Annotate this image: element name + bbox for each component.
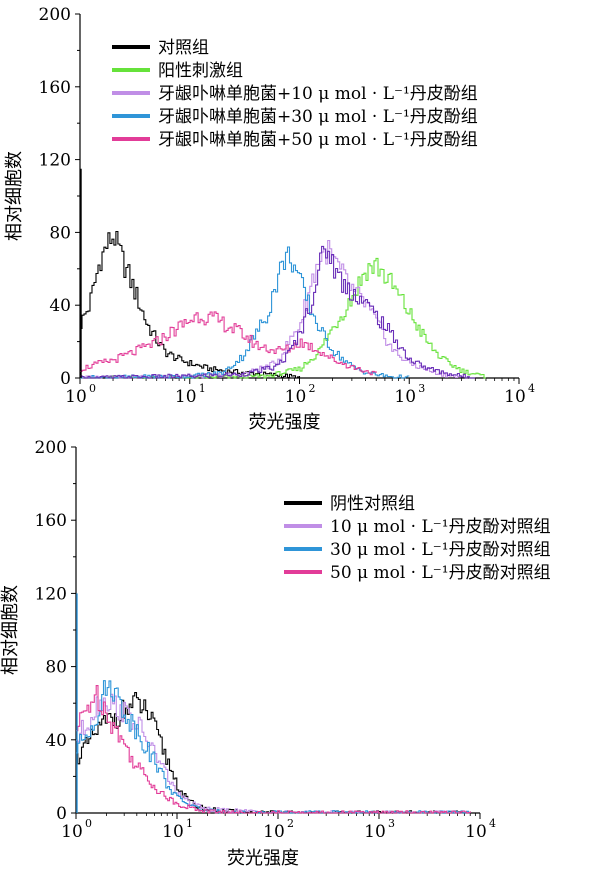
bottom-x-tick-label: 10 bbox=[263, 822, 285, 842]
bottom-y-axis-label: 相对细胞数 bbox=[0, 585, 21, 675]
bottom-x-tick-exponent: 4 bbox=[489, 817, 496, 830]
top-x-tick-exponent: 0 bbox=[89, 382, 96, 395]
top-x-tick-exponent: 1 bbox=[199, 382, 206, 395]
top-y-axis-label: 相对细胞数 bbox=[4, 151, 25, 241]
top-legend-label: 对照组 bbox=[158, 38, 209, 58]
top-series-line bbox=[80, 245, 476, 379]
bottom-legend: 阴性对照组 10 μ mol · L⁻¹丹皮酚对照组 30 μ mol · L⁻¹丹… bbox=[284, 494, 551, 583]
bottom-x-tick-exponent: 0 bbox=[85, 817, 92, 830]
bottom-legend-label: 阴性对照组 bbox=[330, 494, 415, 514]
top-y-tick-label: 200 bbox=[39, 5, 71, 25]
top-x-tick-label: 10 bbox=[175, 387, 197, 407]
top-series-line bbox=[80, 239, 463, 379]
top-x-tick-exponent: 3 bbox=[418, 382, 425, 395]
top-series-line bbox=[80, 230, 301, 379]
bottom-legend-label: 10 μ mol · L⁻¹丹皮酚对照组 bbox=[330, 517, 551, 537]
bottom-y-tick-label: 80 bbox=[45, 658, 67, 678]
top-x-tick-label: 10 bbox=[504, 387, 526, 407]
top-y-tick-label: 40 bbox=[49, 296, 71, 316]
top-x-tick-exponent: 2 bbox=[309, 382, 316, 395]
bottom-y-tick-label: 120 bbox=[35, 584, 67, 604]
top-y-tick-label: 80 bbox=[49, 223, 71, 243]
top-y-tick-label: 0 bbox=[60, 369, 71, 389]
bottom-x-tick-exponent: 1 bbox=[186, 817, 193, 830]
bottom-x-tick-label: 10 bbox=[465, 822, 487, 842]
bottom-y-tick-label: 0 bbox=[56, 804, 67, 824]
bottom-x-tick-label: 10 bbox=[162, 822, 184, 842]
bottom-series-line bbox=[76, 680, 471, 814]
top-x-tick-label: 10 bbox=[394, 387, 416, 407]
bottom-x-tick-label: 10 bbox=[364, 822, 386, 842]
bottom-series-line bbox=[76, 692, 471, 814]
bottom-y-tick-label: 160 bbox=[35, 511, 67, 531]
top-y-tick-label: 120 bbox=[39, 151, 71, 171]
top-legend-label: 牙龈卟啉单胞菌+30 μ mol · L⁻¹丹皮酚组 bbox=[158, 107, 478, 127]
bottom-series-line bbox=[76, 693, 471, 814]
top-x-tick-label: 10 bbox=[65, 387, 87, 407]
top-x-tick-exponent: 4 bbox=[528, 382, 535, 395]
top-legend-label: 阳性刺激组 bbox=[158, 61, 243, 81]
bottom-x-tick-exponent: 3 bbox=[388, 817, 395, 830]
bottom-legend-label: 30 μ mol · L⁻¹丹皮酚对照组 bbox=[330, 540, 551, 560]
bottom-series-line bbox=[76, 685, 471, 814]
top-x-tick-label: 10 bbox=[285, 387, 307, 407]
bottom-x-tick-label: 10 bbox=[61, 822, 83, 842]
bottom-legend-label: 50 μ mol · L⁻¹丹皮酚对照组 bbox=[330, 563, 551, 583]
top-legend-label: 牙龈卟啉单胞菌+50 μ mol · L⁻¹丹皮酚组 bbox=[158, 130, 478, 150]
bottom-x-tick-exponent: 2 bbox=[287, 817, 294, 830]
bottom-y-tick-label: 40 bbox=[45, 731, 67, 751]
top-series-line bbox=[80, 257, 486, 379]
top-legend-label: 牙龈卟啉单胞菌+10 μ mol · L⁻¹丹皮酚组 bbox=[158, 84, 478, 104]
top-x-axis-label: 荧光强度 bbox=[249, 412, 321, 433]
bottom-x-axis-label: 荧光强度 bbox=[227, 848, 299, 869]
bottom-y-tick-label: 200 bbox=[35, 438, 67, 458]
top-y-tick-label: 160 bbox=[39, 78, 71, 98]
top-series-line bbox=[80, 311, 377, 376]
